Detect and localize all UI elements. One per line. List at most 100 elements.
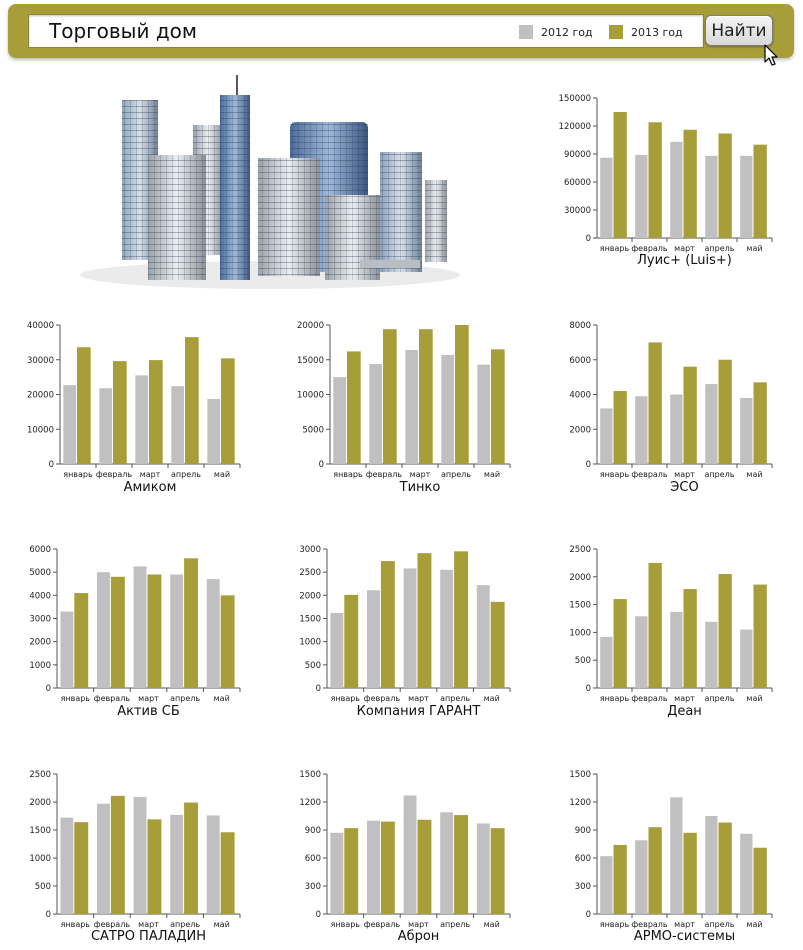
bar-2012-май [476, 823, 490, 914]
mouse-cursor-icon [764, 44, 778, 66]
bar-2012-март [670, 141, 683, 238]
bar-2013-февраль [110, 795, 125, 914]
y-tick-label: 2000 [29, 638, 51, 648]
chart-1: 0 10000 20000 30000 40000 январь февраль март ап… [10, 317, 248, 488]
bar-2012-январь [600, 408, 613, 464]
bar-2013-январь [74, 593, 89, 688]
bar-2012-май [740, 155, 753, 238]
y-tick-label: 0 [586, 460, 591, 470]
bar-2013-апрель [454, 815, 469, 914]
bar-chart-svg: 0 300 600 900 1200 1500 январь февраль март апрел… [299, 770, 511, 929]
chart-7: 0 500 1000 1500 2000 2500 январь февраль март апр… [7, 766, 248, 938]
bar-2013-март [147, 819, 162, 914]
find-button[interactable]: Найти [705, 15, 773, 46]
bar-2012-февраль [99, 388, 112, 464]
search-bar-panel: 2012 год 2013 год Найти [8, 4, 794, 66]
bar-2013-февраль [380, 821, 395, 914]
city-buildings-image [80, 75, 460, 289]
bar-2012-март [403, 795, 417, 914]
y-tick-label: 1500 [299, 615, 321, 625]
legend-swatch-2013 [609, 25, 623, 39]
y-tick-label: 1500 [569, 601, 591, 611]
y-tick-label: 1200 [299, 798, 321, 808]
chart-2: 0 5000 10000 15000 20000 январь февраль март апр… [280, 317, 518, 488]
bar-2012-январь [60, 817, 74, 914]
y-tick-label: 0 [49, 460, 54, 470]
x-tick-label: май [746, 694, 762, 703]
chart-title: САТРО ПАЛАДИН [90, 929, 207, 944]
bar-2013-май [753, 382, 767, 464]
search-box: 2012 год 2013 год [28, 14, 704, 48]
bar-2012-март [133, 566, 147, 688]
bar-2013-май [221, 358, 235, 464]
chart-9: 0 300 600 900 1200 1500 январь февраль март апрел… [547, 766, 780, 938]
y-tick-label: 300 [305, 882, 321, 892]
bar-2013-март [683, 366, 697, 464]
bar-2013-апрель [718, 574, 732, 688]
bar-2013-апрель [455, 325, 469, 464]
bar-2013-январь [344, 828, 359, 914]
bar-2012-март [405, 350, 418, 464]
bar-2012-апрель [170, 574, 184, 688]
y-tick-label: 900 [305, 826, 321, 836]
bar-2013-май [491, 349, 505, 464]
y-tick-label: 0 [46, 684, 51, 694]
bar-2013-февраль [648, 827, 662, 914]
x-tick-label: февраль [94, 694, 131, 703]
y-tick-label: 0 [319, 460, 324, 470]
bar-2013-март [417, 819, 432, 914]
y-tick-label: 6000 [569, 356, 591, 366]
legend-item-2012: 2012 год [519, 25, 593, 39]
bar-2013-март [147, 574, 162, 688]
x-tick-label: февраль [96, 470, 133, 479]
x-tick-label: февраль [364, 920, 401, 929]
x-tick-label: январь [63, 470, 93, 479]
bar-2013-февраль [648, 122, 662, 238]
bar-2013-март [683, 832, 697, 914]
x-tick-label: апрель [170, 694, 200, 703]
bar-2012-апрель [440, 569, 454, 688]
y-tick-label: 5000 [302, 425, 324, 435]
y-tick-label: 0 [586, 234, 591, 244]
bar-2012-февраль [96, 803, 110, 914]
bar-2012-январь [333, 377, 346, 464]
x-tick-label: май [214, 470, 230, 479]
bar-2013-февраль [648, 562, 662, 688]
x-tick-label: январь [600, 694, 630, 703]
bar-2012-февраль [366, 590, 380, 688]
x-tick-label: апрель [440, 920, 470, 929]
legend-swatch-2012 [519, 25, 533, 39]
bar-2012-май [740, 629, 753, 688]
y-tick-label: 1500 [569, 770, 591, 780]
legend-label-2013: 2013 год [631, 25, 683, 39]
bar-2013-апрель [184, 802, 199, 914]
y-tick-label: 1200 [569, 798, 591, 808]
y-tick-label: 1000 [299, 638, 321, 648]
bar-2013-январь [613, 112, 627, 238]
bar-2013-январь [347, 351, 361, 464]
y-tick-label: 1500 [29, 826, 51, 836]
bar-2013-апрель [184, 558, 199, 688]
bar-2012-май [206, 815, 220, 914]
x-tick-label: март [138, 694, 159, 703]
bar-2012-май [207, 399, 220, 464]
x-tick-label: январь [600, 244, 630, 253]
chart-title: Актив СБ [117, 704, 180, 719]
y-tick-label: 10000 [297, 391, 324, 401]
chart-title: Аброн [397, 929, 440, 944]
x-tick-label: май [484, 920, 500, 929]
y-tick-label: 1500 [299, 770, 321, 780]
bar-2013-май [753, 584, 767, 688]
bar-2013-апрель [185, 337, 199, 464]
x-tick-label: апрель [171, 470, 201, 479]
y-tick-label: 500 [35, 882, 51, 892]
bar-2012-март [670, 797, 683, 914]
search-input[interactable] [29, 15, 519, 47]
y-tick-label: 3000 [299, 545, 321, 555]
bar-2012-февраль [635, 616, 648, 688]
x-tick-label: январь [61, 920, 91, 929]
bar-2012-апрель [705, 155, 718, 238]
y-tick-label: 20000 [297, 321, 324, 331]
y-tick-label: 90000 [564, 150, 591, 160]
x-tick-label: январь [331, 920, 361, 929]
